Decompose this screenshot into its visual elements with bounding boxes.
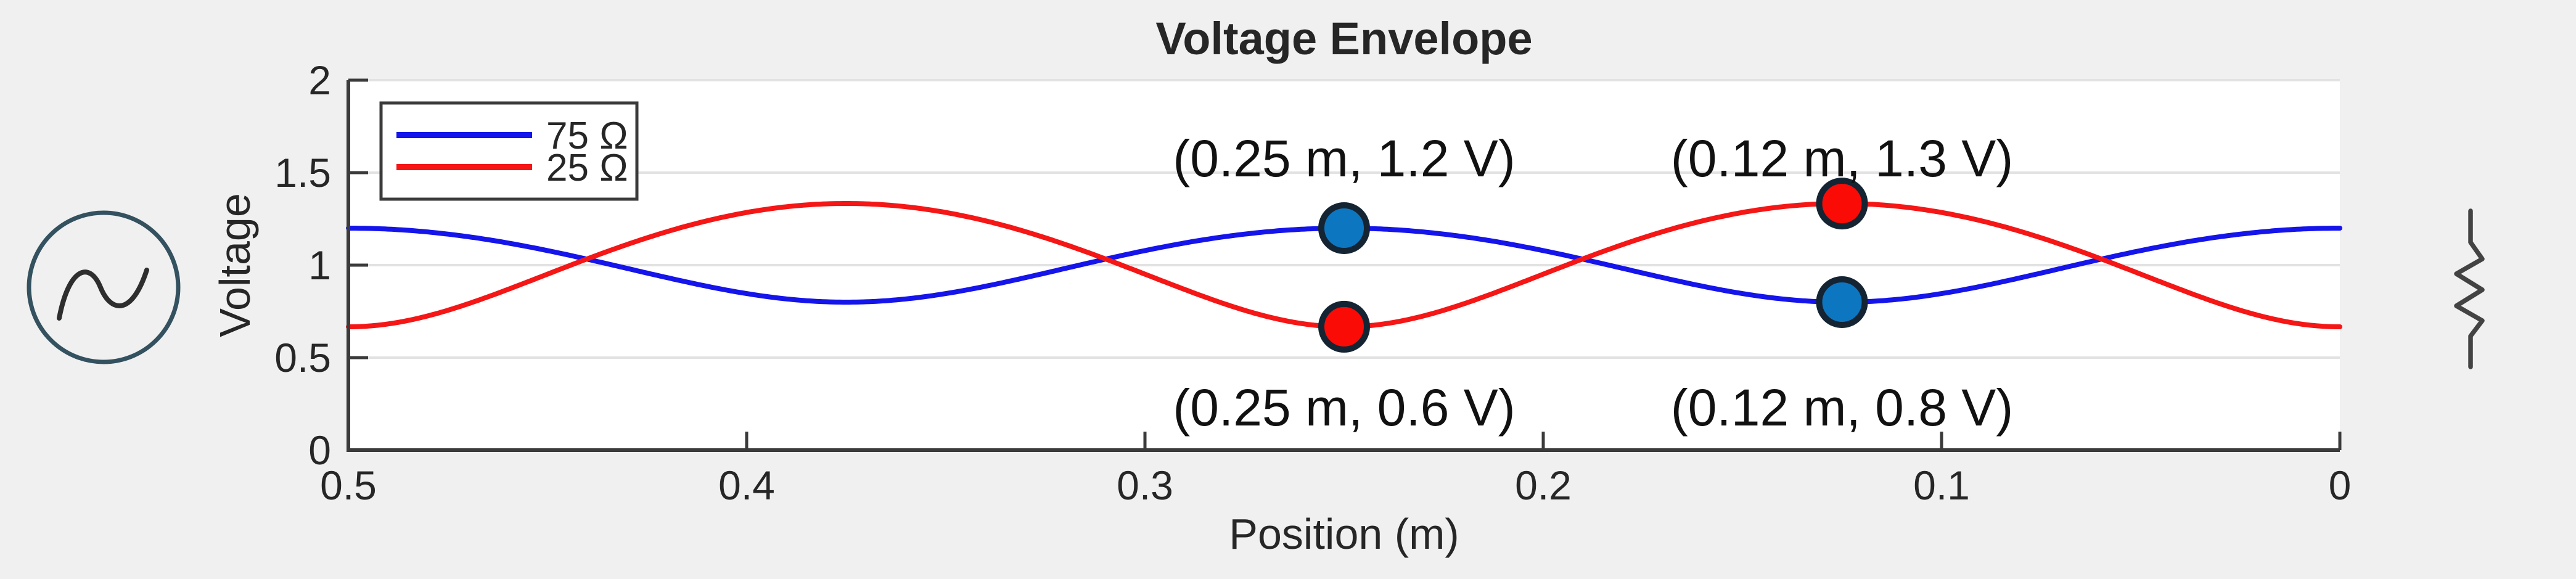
y-tick-label: 0 (308, 427, 331, 473)
y-tick-label: 1.5 (274, 150, 331, 195)
marker-annotation: (0.25 m, 0.6 V) (1173, 379, 1516, 437)
y-tick-label: 0.5 (274, 335, 331, 380)
x-tick-label: 0.1 (1913, 462, 1970, 508)
resistor-zigzag (2454, 208, 2485, 369)
resistor-icon (2454, 208, 2485, 369)
y-tick-label: 1 (308, 242, 331, 288)
x-tick-label: 0.4 (718, 462, 775, 508)
marker-annotation: (0.12 m, 1.3 V) (1671, 129, 2014, 187)
y-axis-label: Voltage (211, 193, 259, 337)
ac-source-icon (27, 210, 181, 364)
data-marker (1816, 178, 1868, 230)
legend-entry-label: 75 Ω (546, 115, 628, 157)
x-tick-label: 0 (2329, 462, 2352, 508)
chart-title: Voltage Envelope (1155, 13, 1532, 64)
y-tick-label: 2 (308, 57, 331, 103)
legend: 75 Ω25 Ω (379, 101, 639, 201)
x-axis-label: Position (m) (1229, 510, 1459, 558)
legend-box (379, 101, 639, 201)
data-marker (1318, 300, 1370, 353)
legend-entry-label: 25 Ω (546, 147, 628, 189)
x-tick-label: 0.3 (1117, 462, 1173, 508)
data-marker (1318, 202, 1370, 254)
x-tick-label: 0.5 (320, 462, 377, 508)
sine-wave-icon (57, 268, 149, 321)
ac-source-circle (27, 210, 181, 364)
x-tick-label: 0.2 (1515, 462, 1572, 508)
data-marker (1816, 276, 1868, 328)
marker-annotation: (0.12 m, 0.8 V) (1671, 379, 2014, 437)
marker-annotation: (0.25 m, 1.2 V) (1173, 129, 1516, 187)
